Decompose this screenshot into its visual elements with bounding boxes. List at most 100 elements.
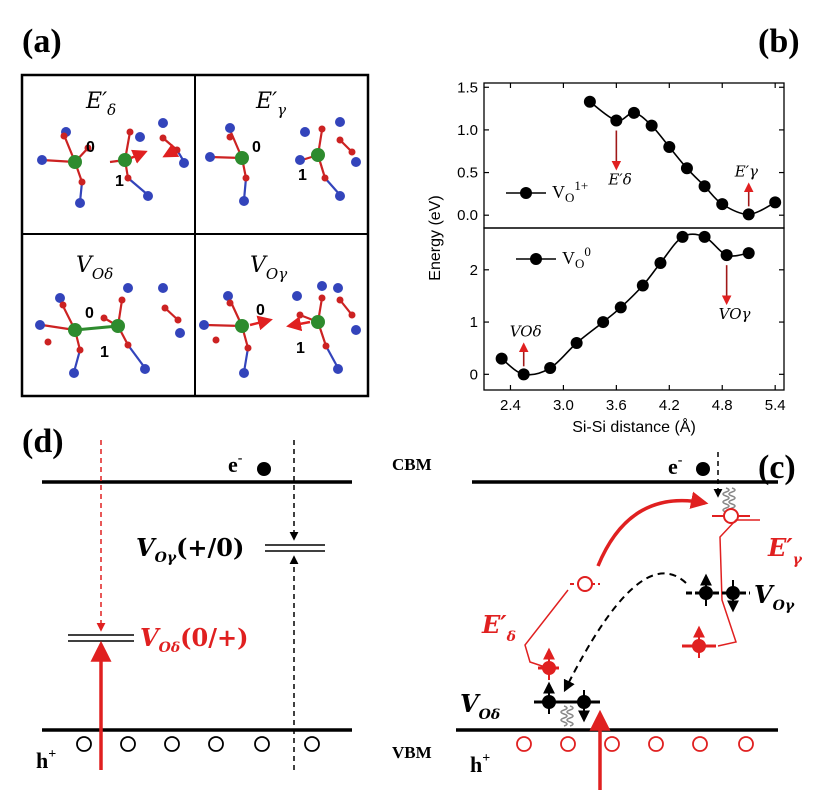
molecule-vo-delta: 0 1 (35, 283, 185, 378)
plot-top-frame (483, 82, 785, 229)
data-point (517, 368, 530, 381)
d-hole-label: h+ (36, 747, 56, 773)
y-tick-label: 1.5 (457, 79, 478, 96)
molecule-vo-gamma: 0 1 (199, 281, 361, 378)
y-tick-label: 0 (470, 366, 478, 383)
hole (604, 736, 620, 752)
cbm-label: CBM (392, 455, 432, 474)
panel-label-a: (a) (22, 23, 62, 60)
svg-text:VO1+: VO1+ (552, 178, 588, 205)
c-electron (696, 462, 710, 476)
x-tick-label: 4.2 (659, 397, 680, 414)
panel-d: e- VOγ(+/0) VOδ(0/+) h+ (36, 440, 352, 773)
data-point (597, 316, 610, 329)
hole (120, 736, 136, 752)
panel-label-d: (d) (22, 423, 64, 460)
y-tick-label: 1 (470, 314, 478, 331)
y-tick-label: 0.0 (457, 207, 478, 224)
hole (648, 736, 664, 752)
data-point (610, 114, 623, 127)
x-tick-label: 3.6 (606, 397, 627, 414)
svg-text:0: 0 (256, 302, 265, 319)
annotation-label: E′γ (734, 162, 758, 180)
data-point (769, 196, 782, 209)
label-e-delta: E′δ (481, 610, 516, 645)
x-tick-label: 2.4 (500, 397, 521, 414)
svg-text:VO0: VO0 (562, 244, 591, 271)
e-gamma-empty (723, 508, 739, 524)
d-holes (76, 736, 320, 752)
data-point (720, 249, 733, 262)
data-point (716, 198, 729, 211)
annotation-label: VOγ (719, 305, 751, 323)
d-level-gamma: VOγ(+/0) (136, 533, 244, 566)
legend-top: VO1+ (506, 178, 588, 205)
data-point (663, 140, 676, 153)
c-electron-label: e- (668, 453, 683, 479)
d-electron-label: e- (228, 451, 243, 477)
d-electron (257, 462, 271, 476)
data-point (680, 162, 693, 175)
plot-top: 0.0 0.5 1.0 1.5 (457, 79, 784, 224)
d-level-delta: VOδ(0/+) (140, 623, 248, 656)
y-tick-label: 1.0 (457, 122, 478, 139)
cell-label-e-gamma: E′γ (255, 89, 286, 119)
label-vo-gamma: VOγ (754, 580, 795, 614)
hole (208, 736, 224, 752)
annotation-label: VOδ (510, 322, 542, 340)
plot-bottom-frame (483, 227, 785, 391)
data-point (583, 95, 596, 108)
hole (560, 736, 576, 752)
c-holes (516, 736, 754, 752)
data-point (742, 208, 755, 221)
panel-label-b: (b) (758, 23, 800, 60)
svg-text:0: 0 (252, 139, 261, 156)
svg-text:1: 1 (296, 340, 305, 357)
x-tick-label: 3.0 (553, 397, 574, 414)
hole (304, 736, 320, 752)
c-hole-label: h+ (470, 751, 490, 777)
data-point (628, 106, 640, 119)
data-point (570, 336, 583, 349)
data-point (742, 247, 755, 260)
data-point (614, 301, 627, 314)
svg-text:1: 1 (298, 167, 307, 184)
spring-bottom (560, 705, 574, 727)
cell-label-vo-gamma: VOγ (250, 253, 287, 283)
molecule-e-delta: 0 1 (37, 118, 189, 208)
cell-label-vo-delta: VOδ (76, 253, 113, 283)
series-line-vo1plus (589, 101, 776, 216)
svg-text:0: 0 (85, 305, 94, 322)
legend-bottom: VO0 (516, 244, 591, 271)
data-point (698, 180, 711, 193)
x-axis-label: Si-Si distance (Å) (572, 417, 696, 436)
panel-c: CBM VBM e- (392, 452, 803, 790)
plot-annotations: E′δ E′γ VOδ VOγ (510, 130, 758, 367)
hole (254, 736, 270, 752)
spring-top (722, 487, 736, 513)
x-tick-label: 5.4 (765, 397, 786, 414)
data-point (495, 352, 508, 365)
cell-label-e-delta: E′δ (85, 89, 116, 119)
hole (164, 736, 180, 752)
hole (692, 736, 708, 752)
vbm-label: VBM (392, 743, 432, 762)
y-tick-label: 2 (470, 262, 478, 279)
panel-label-c: (c) (758, 449, 796, 486)
data-point (698, 230, 711, 243)
e-delta-empty (577, 576, 593, 592)
panel-b: 0.0 0.5 1.0 1.5 0 1 2 2.4 3.0 3.6 4.2 4.8 5.4 Energ… (427, 79, 786, 436)
panel-a: E′δ E′γ VOδ VOγ 0 1 (20, 73, 370, 398)
molecule-e-gamma: 0 1 (205, 117, 361, 206)
hole (516, 736, 532, 752)
x-tick-label: 4.8 (712, 397, 733, 414)
hole (738, 736, 754, 752)
svg-text:0: 0 (86, 139, 95, 156)
data-point (544, 362, 557, 375)
svg-text:1: 1 (100, 344, 109, 361)
data-point (676, 230, 689, 243)
label-vo-delta: VOδ (460, 689, 500, 723)
svg-text:1: 1 (115, 173, 124, 190)
data-point (654, 257, 667, 270)
